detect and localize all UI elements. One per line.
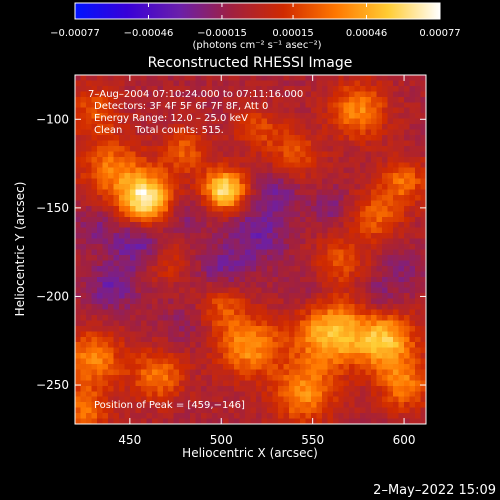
x-tick-label: 500 [210, 433, 233, 447]
plot-timestamp: 2–May–2022 15:09 [373, 483, 496, 498]
y-tick-label: −250 [36, 378, 69, 392]
colorbar-ticks: −0.00077 −0.00046 −0.00015 0.00015 0.00046 0.… [50, 3, 461, 39]
colorbar-tick-label: 0.00077 [419, 28, 460, 39]
chart-title: Reconstructed RHESSI Image [148, 55, 353, 71]
plot-frame [74, 74, 427, 425]
y-axis-label: Heliocentric Y (arcsec) [13, 182, 27, 317]
heatmap-raster [75, 75, 426, 424]
colorbar-unit: (photons cm⁻² s⁻¹ asec⁻²) [192, 40, 321, 51]
colorbar-tick-label: −0.00015 [197, 28, 247, 39]
y-tick-label: −100 [36, 112, 69, 126]
info-counts: Clean Total counts: 515. [94, 125, 224, 136]
x-axis: 450 500 550 600 [118, 75, 416, 447]
x-axis-label: Heliocentric X (arcsec) [182, 446, 318, 460]
y-tick-label: −200 [36, 289, 69, 303]
peak-position-label: Position of Peak = [459,−146] [94, 400, 245, 411]
colorbar-tick-label: −0.00046 [124, 28, 174, 39]
colorbar [74, 2, 441, 20]
y-axis: −100 −150 −200 −250 [36, 112, 426, 392]
y-tick-label: −150 [36, 201, 69, 215]
colorbar-tick-label: −0.00077 [50, 28, 100, 39]
colorbar-tick-label: 0.00046 [346, 28, 387, 39]
x-tick-label: 450 [118, 433, 141, 447]
info-energy-range: Energy Range: 12.0 – 25.0 keV [94, 113, 248, 124]
x-tick-label: 550 [301, 433, 324, 447]
x-tick-label: 600 [393, 433, 416, 447]
info-detectors: Detectors: 3F 4F 5F 6F 7F 8F, Att 0 [94, 101, 268, 112]
heatmap-image [75, 75, 426, 424]
colorbar-tick-label: 0.00015 [272, 28, 313, 39]
info-time-range: 7–Aug–2004 07:10:24.000 to 07:11:16.000 [88, 89, 303, 100]
